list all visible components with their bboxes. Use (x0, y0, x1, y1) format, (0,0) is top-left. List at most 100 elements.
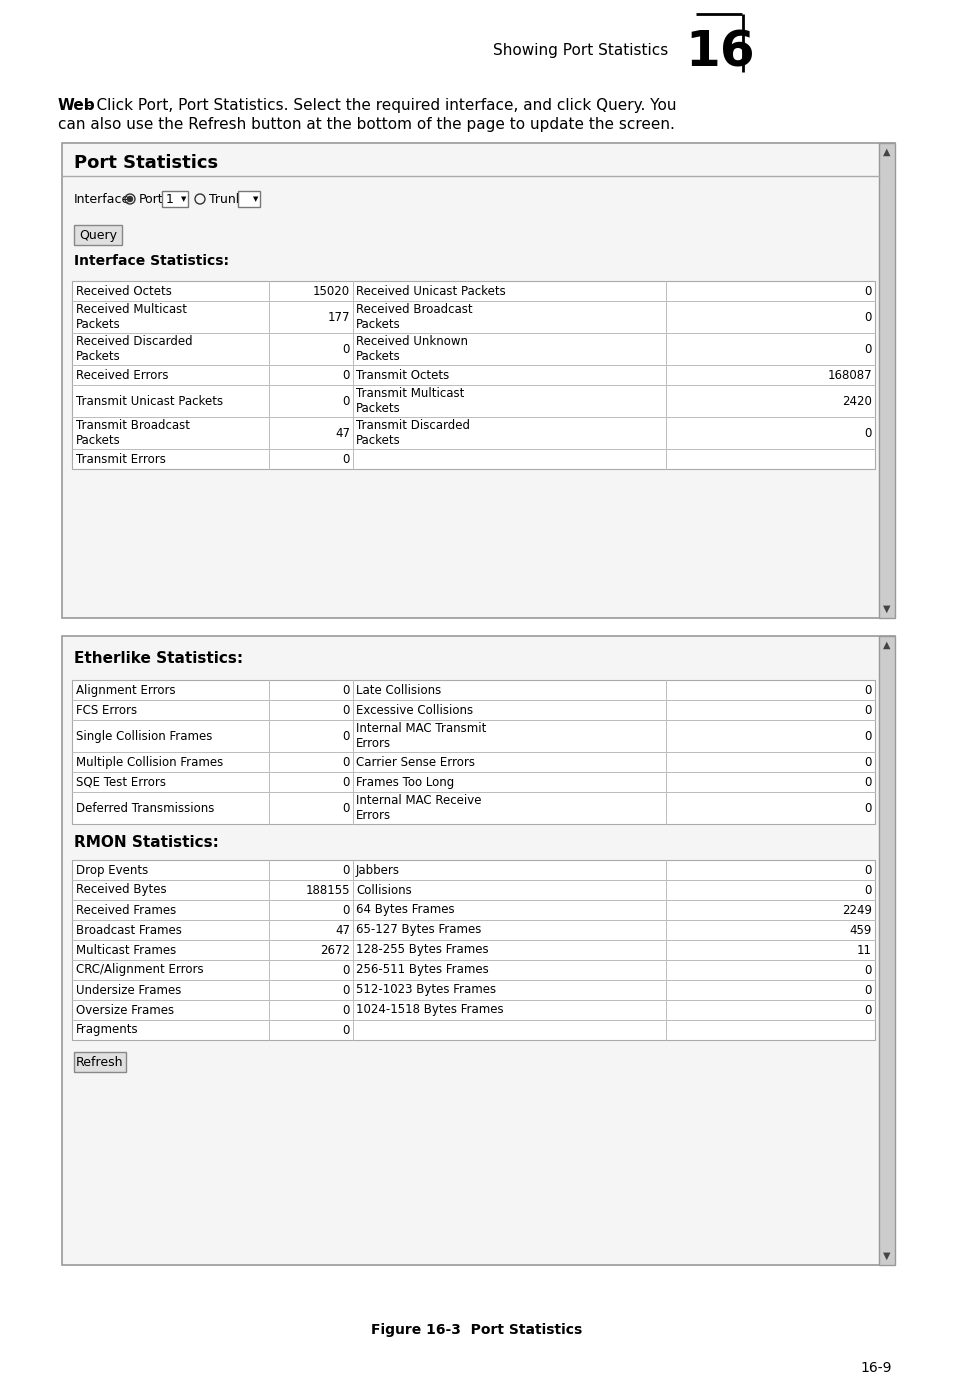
FancyBboxPatch shape (71, 861, 874, 1040)
Text: Trunk: Trunk (209, 193, 243, 205)
Text: 0: 0 (863, 704, 871, 716)
Text: Late Collisions: Late Collisions (355, 683, 441, 697)
Text: 188155: 188155 (305, 884, 350, 897)
Text: Received Discarded: Received Discarded (76, 336, 193, 348)
Text: 0: 0 (342, 452, 350, 465)
Text: Deferred Transmissions: Deferred Transmissions (76, 801, 214, 815)
Text: Received Errors: Received Errors (76, 368, 169, 382)
Text: Packets: Packets (355, 318, 400, 330)
Text: Query: Query (79, 229, 117, 242)
FancyBboxPatch shape (878, 636, 894, 1264)
Text: Received Octets: Received Octets (76, 285, 172, 297)
Text: Received Unknown: Received Unknown (355, 336, 468, 348)
Text: Undersize Frames: Undersize Frames (76, 984, 181, 997)
Text: Excessive Collisions: Excessive Collisions (355, 704, 473, 716)
FancyBboxPatch shape (237, 192, 260, 207)
Text: Etherlike Statistics:: Etherlike Statistics: (74, 651, 243, 665)
Text: 0: 0 (863, 755, 871, 769)
Text: Refresh: Refresh (76, 1055, 124, 1069)
Text: Interface Statistics:: Interface Statistics: (74, 254, 229, 268)
Text: 65-127 Bytes Frames: 65-127 Bytes Frames (355, 923, 481, 937)
Text: Port: Port (139, 193, 164, 205)
Text: Packets: Packets (76, 433, 121, 447)
Text: 0: 0 (342, 368, 350, 382)
Text: 1: 1 (166, 193, 173, 205)
Text: 177: 177 (327, 311, 350, 323)
Text: Drop Events: Drop Events (76, 863, 148, 876)
Text: Received Bytes: Received Bytes (76, 884, 167, 897)
Text: 2672: 2672 (319, 944, 350, 956)
Text: 0: 0 (863, 884, 871, 897)
Text: 0: 0 (342, 730, 350, 743)
FancyBboxPatch shape (62, 143, 894, 618)
FancyBboxPatch shape (74, 225, 122, 246)
Text: Showing Port Statistics: Showing Port Statistics (493, 43, 667, 57)
Text: Errors: Errors (355, 737, 391, 750)
Text: Oversize Frames: Oversize Frames (76, 1004, 174, 1016)
Text: ▼: ▼ (882, 604, 890, 613)
Text: 0: 0 (342, 801, 350, 815)
Text: Frames Too Long: Frames Too Long (355, 776, 454, 788)
FancyBboxPatch shape (878, 143, 894, 618)
Text: 1024-1518 Bytes Frames: 1024-1518 Bytes Frames (355, 1004, 503, 1016)
Text: Multiple Collision Frames: Multiple Collision Frames (76, 755, 223, 769)
Text: 256-511 Bytes Frames: 256-511 Bytes Frames (355, 963, 488, 977)
Text: Jabbers: Jabbers (355, 863, 399, 876)
Text: Received Broadcast: Received Broadcast (355, 304, 472, 316)
Text: ▼: ▼ (882, 1251, 890, 1262)
Text: 0: 0 (863, 311, 871, 323)
Text: Errors: Errors (355, 809, 391, 822)
Text: CRC/Alignment Errors: CRC/Alignment Errors (76, 963, 203, 977)
Text: 2249: 2249 (841, 904, 871, 916)
Text: – Click Port, Port Statistics. Select the required interface, and click Query. Y: – Click Port, Port Statistics. Select th… (84, 97, 676, 112)
Text: 0: 0 (342, 963, 350, 977)
FancyBboxPatch shape (62, 636, 894, 1264)
Text: Transmit Multicast: Transmit Multicast (355, 387, 464, 401)
Text: ▼: ▼ (181, 196, 187, 203)
Text: 0: 0 (863, 1004, 871, 1016)
Text: Transmit Octets: Transmit Octets (355, 368, 449, 382)
Text: Received Multicast: Received Multicast (76, 304, 187, 316)
Text: 459: 459 (849, 923, 871, 937)
Text: 2420: 2420 (841, 394, 871, 408)
Text: 0: 0 (863, 426, 871, 440)
Circle shape (128, 197, 132, 201)
Text: Received Frames: Received Frames (76, 904, 176, 916)
Text: ▲: ▲ (882, 640, 890, 650)
Text: 47: 47 (335, 426, 350, 440)
Text: Packets: Packets (355, 401, 400, 415)
Text: Figure 16-3  Port Statistics: Figure 16-3 Port Statistics (371, 1323, 582, 1337)
Text: 0: 0 (342, 755, 350, 769)
Text: 16-9: 16-9 (860, 1362, 891, 1376)
Text: 0: 0 (342, 683, 350, 697)
Text: Internal MAC Receive: Internal MAC Receive (355, 794, 481, 808)
Text: Packets: Packets (355, 433, 400, 447)
Text: Received Unicast Packets: Received Unicast Packets (355, 285, 505, 297)
Text: 0: 0 (863, 963, 871, 977)
Text: 0: 0 (342, 1004, 350, 1016)
Text: 0: 0 (863, 683, 871, 697)
Text: 0: 0 (863, 343, 871, 355)
Text: 168087: 168087 (826, 368, 871, 382)
Text: Broadcast Frames: Broadcast Frames (76, 923, 182, 937)
Text: Transmit Broadcast: Transmit Broadcast (76, 419, 190, 433)
Text: FCS Errors: FCS Errors (76, 704, 137, 716)
Text: 0: 0 (863, 863, 871, 876)
Text: Port Statistics: Port Statistics (74, 154, 218, 172)
Text: 0: 0 (342, 343, 350, 355)
Text: 0: 0 (342, 394, 350, 408)
Text: Carrier Sense Errors: Carrier Sense Errors (355, 755, 475, 769)
Text: Packets: Packets (76, 318, 121, 330)
Text: Web: Web (58, 97, 95, 112)
Text: Alignment Errors: Alignment Errors (76, 683, 175, 697)
Text: 64 Bytes Frames: 64 Bytes Frames (355, 904, 455, 916)
Text: Multicast Frames: Multicast Frames (76, 944, 176, 956)
Text: Transmit Unicast Packets: Transmit Unicast Packets (76, 394, 223, 408)
FancyBboxPatch shape (71, 680, 874, 824)
Text: Collisions: Collisions (355, 884, 412, 897)
Text: RMON Statistics:: RMON Statistics: (74, 834, 218, 849)
Text: 47: 47 (335, 923, 350, 937)
Text: 15020: 15020 (313, 285, 350, 297)
Text: Internal MAC Transmit: Internal MAC Transmit (355, 723, 486, 736)
Text: 0: 0 (342, 1023, 350, 1037)
